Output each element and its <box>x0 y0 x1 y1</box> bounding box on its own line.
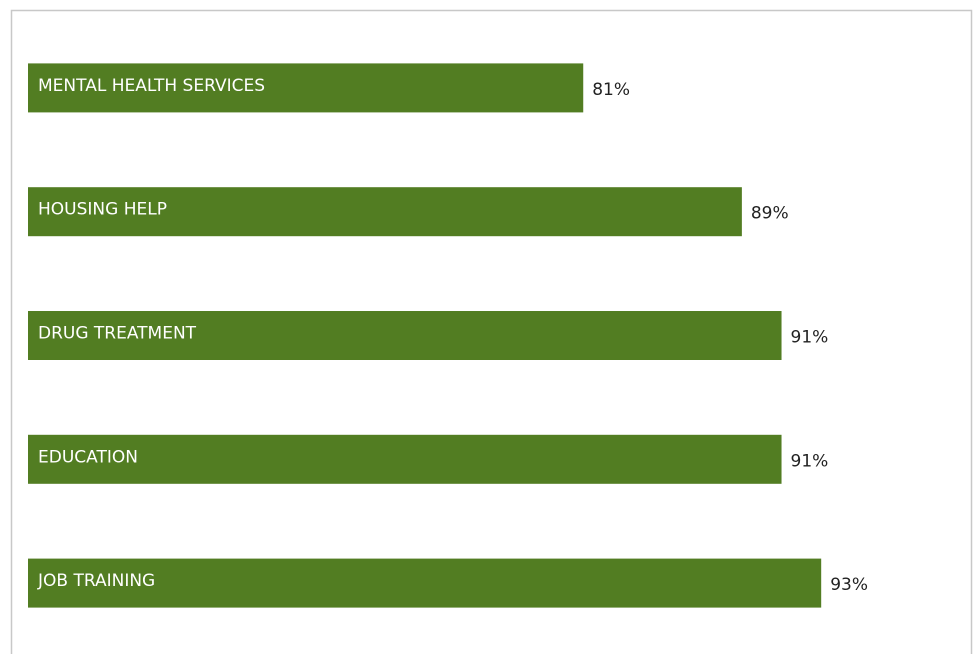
bar-label: MENTAL HEALTH SERVICES <box>38 76 265 96</box>
value-label: 89% <box>751 204 789 224</box>
bar-label: DRUG TREATMENT <box>38 324 197 344</box>
bar-label: EDUCATION <box>38 447 138 467</box>
bar-label: JOB TRAINING <box>37 571 155 591</box>
bar <box>28 187 742 237</box>
bar <box>28 63 584 113</box>
value-label: 91% <box>791 328 829 348</box>
bar <box>28 311 782 360</box>
value-label: 81% <box>592 80 630 100</box>
bar <box>28 434 782 484</box>
value-label: 91% <box>791 451 829 471</box>
bar-label: HOUSING HELP <box>38 200 167 220</box>
bar <box>28 558 822 608</box>
value-label: 93% <box>830 575 868 595</box>
